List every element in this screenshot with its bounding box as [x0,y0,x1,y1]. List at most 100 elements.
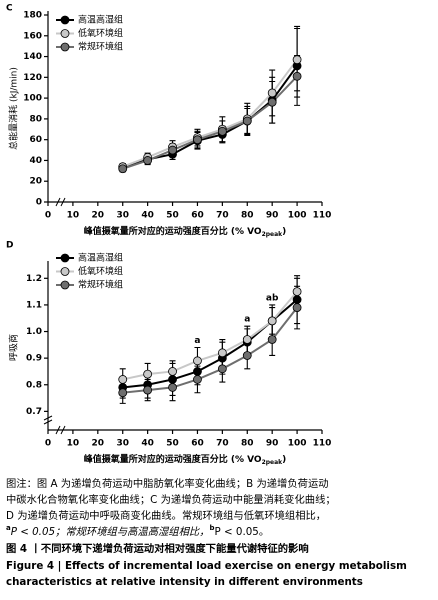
series-line [122,59,298,168]
point [292,287,302,297]
point [267,335,277,344]
legend-label: 高温高湿组 [78,252,123,264]
y-tick-label: 160 [23,31,42,41]
point [168,375,177,384]
annotation: ab [266,293,279,303]
legend-marker [60,42,70,52]
axis-break [43,197,66,435]
point [217,126,227,136]
legend-marker [60,29,70,38]
x-tick-label: 80 [241,211,254,221]
y-axis-label: 总能量消耗 (kJ/min) [8,67,20,150]
point [168,367,177,376]
x-tick-label: 110 [313,439,332,449]
point [292,71,302,81]
y-tick-label: 120 [23,73,42,83]
x-tick-label: 70 [216,211,229,221]
x-tick-label: 20 [92,211,105,221]
x-tick-label: 100 [288,439,307,449]
x-tick-label: 60 [191,211,204,221]
legend-marker [60,15,70,25]
legend-marker [60,267,70,276]
x-axis-label: 峰值摄氧量所对应的运动强度百分比 (% VO2peak) [84,453,287,466]
point [193,367,202,376]
y-tick-label: 60 [29,135,42,145]
legend-label: 常规环境组 [78,279,123,291]
x-tick-label: 70 [216,439,229,449]
y-tick-label: 40 [29,156,42,166]
figure-title: 图 4 丨不同环境下递增负荷运动对相对强度下能量代谢特征的影响 [6,542,309,555]
y-tick-label: 0.8 [26,380,42,390]
point [292,303,302,312]
caption-line: 图注：图 A 为递增负荷运动中脂肪氧化率变化曲线；B 为递增负荷运动 [6,477,329,490]
legend-label: 低氧环境组 [78,265,123,277]
x-axis-label-part: 2peak [262,459,284,466]
y-tick-label: 180 [23,11,42,21]
x-tick-label: 30 [116,211,129,221]
superscript: b [210,524,215,532]
legend-marker [60,253,70,263]
point [292,55,302,65]
point [193,375,202,384]
x-tick-label: 40 [141,439,154,449]
x-axis-label-part: 2peak [262,231,284,238]
point [193,356,202,366]
x-tick-label: 60 [191,439,204,449]
x-tick-label: 20 [92,439,105,449]
x-axis-label-part: ) [282,455,286,465]
y-axis-label: 呼吸商 [8,334,20,361]
caption-line: aP < 0.05；常规环境组与高温高湿组相比，bP < 0.05。 [6,524,269,538]
y-tick-label: 1.0 [26,327,42,337]
point [242,335,252,344]
point [168,145,177,155]
legend-label: 常规环境组 [78,41,123,53]
superscript: a [6,524,11,532]
x-tick-label: 80 [241,439,254,449]
x-tick-label: 0 [45,439,51,449]
y-tick-label: 100 [23,94,42,104]
y-tick-label: 1.1 [26,300,42,310]
x-tick-label: 50 [166,211,179,221]
figure-title-en: Figure 4 | Effects of incremental load e… [6,560,407,572]
x-tick-label: 30 [116,439,129,449]
y-tick-label: 80 [29,114,42,124]
annotation: a [194,336,200,346]
x-tick-label: 0 [45,211,51,221]
x-axis-label: 峰值摄氧量所对应的运动强度百分比 (% VO2peak) [84,225,287,238]
point [143,156,153,165]
caption-line: D 为递增负荷运动中呼吸商变化曲线。常规环境组与低氧环境组相比， [6,509,326,522]
x-tick-label: 10 [67,211,80,221]
y-tick-label: 0.7 [26,407,42,417]
point [118,375,128,384]
x-axis-label-part: ) [282,227,286,237]
x-tick-label: 40 [141,211,154,221]
point [143,385,153,395]
caption-text: P < 0.05；常规环境组与高温高湿组相比， [11,526,210,538]
x-tick-label: 100 [288,211,307,221]
figure-title-en: characteristics at relative intensity in… [6,576,363,588]
y-tick-label: 1.2 [26,274,42,284]
x-tick-label: 110 [313,211,332,221]
point [118,388,128,398]
x-tick-label: 90 [266,211,279,221]
point [242,351,252,360]
point [242,116,252,126]
y-tick-label: 20 [29,177,42,187]
point [168,383,177,392]
point [143,369,153,379]
caption-text: P < 0.05。 [215,526,270,538]
point [292,295,302,304]
point [267,97,277,107]
legend-label: 高温高湿组 [78,14,123,26]
y-tick-label: 140 [23,52,42,62]
point [267,316,277,326]
y-tick-label: 0 [36,198,42,208]
point [217,364,227,374]
annotation: a [244,315,250,325]
x-axis-label-part: 峰值摄氧量所对应的运动强度百分比 (% VO [84,453,262,465]
x-tick-label: 10 [67,439,80,449]
panel-label: C [6,4,13,14]
point [267,88,277,98]
x-axis-label-part: 峰值摄氧量所对应的运动强度百分比 (% VO [84,225,262,237]
